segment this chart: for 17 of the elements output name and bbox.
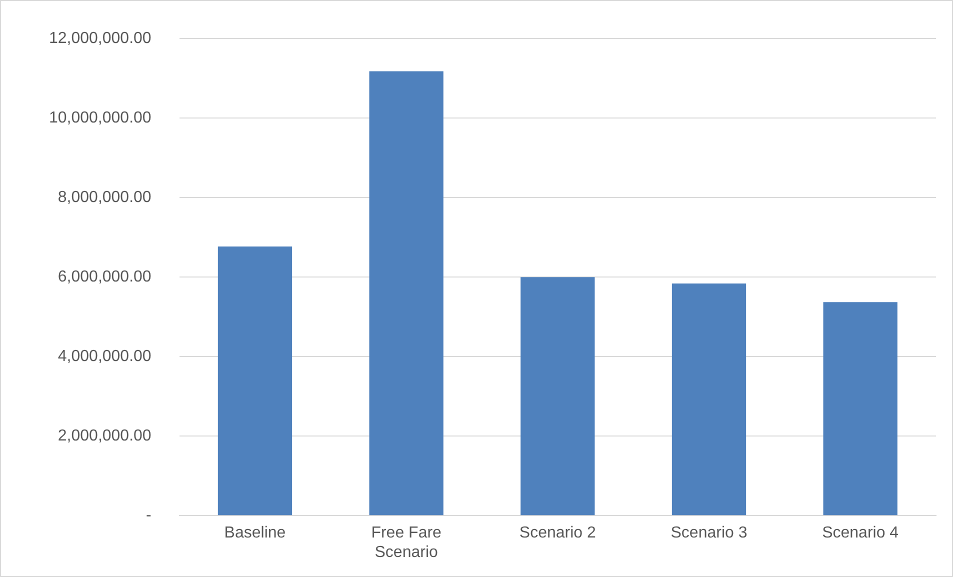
- bar: [218, 246, 292, 516]
- y-tick-label: 2,000,000.00: [58, 428, 152, 445]
- bar: [823, 302, 898, 516]
- bar: [520, 277, 595, 516]
- x-tick-label: Scenario 4: [822, 524, 899, 542]
- x-tick-label: Scenario 2: [519, 524, 596, 542]
- x-tick-label: Baseline: [224, 524, 286, 542]
- y-tick-label: 12,000,000.00: [48, 30, 152, 48]
- x-tick-label: Free Fare Scenario: [371, 524, 442, 561]
- y-tick-label: 4,000,000.00: [58, 348, 152, 366]
- y-tick-label: 8,000,000.00: [58, 189, 152, 206]
- y-tick-label: -: [146, 507, 152, 524]
- bar: [369, 71, 444, 516]
- y-tick-label: 10,000,000.00: [48, 110, 152, 127]
- x-tick-label: Scenario 3: [670, 524, 748, 542]
- bar: [672, 283, 746, 516]
- y-tick-label: 6,000,000.00: [58, 268, 152, 286]
